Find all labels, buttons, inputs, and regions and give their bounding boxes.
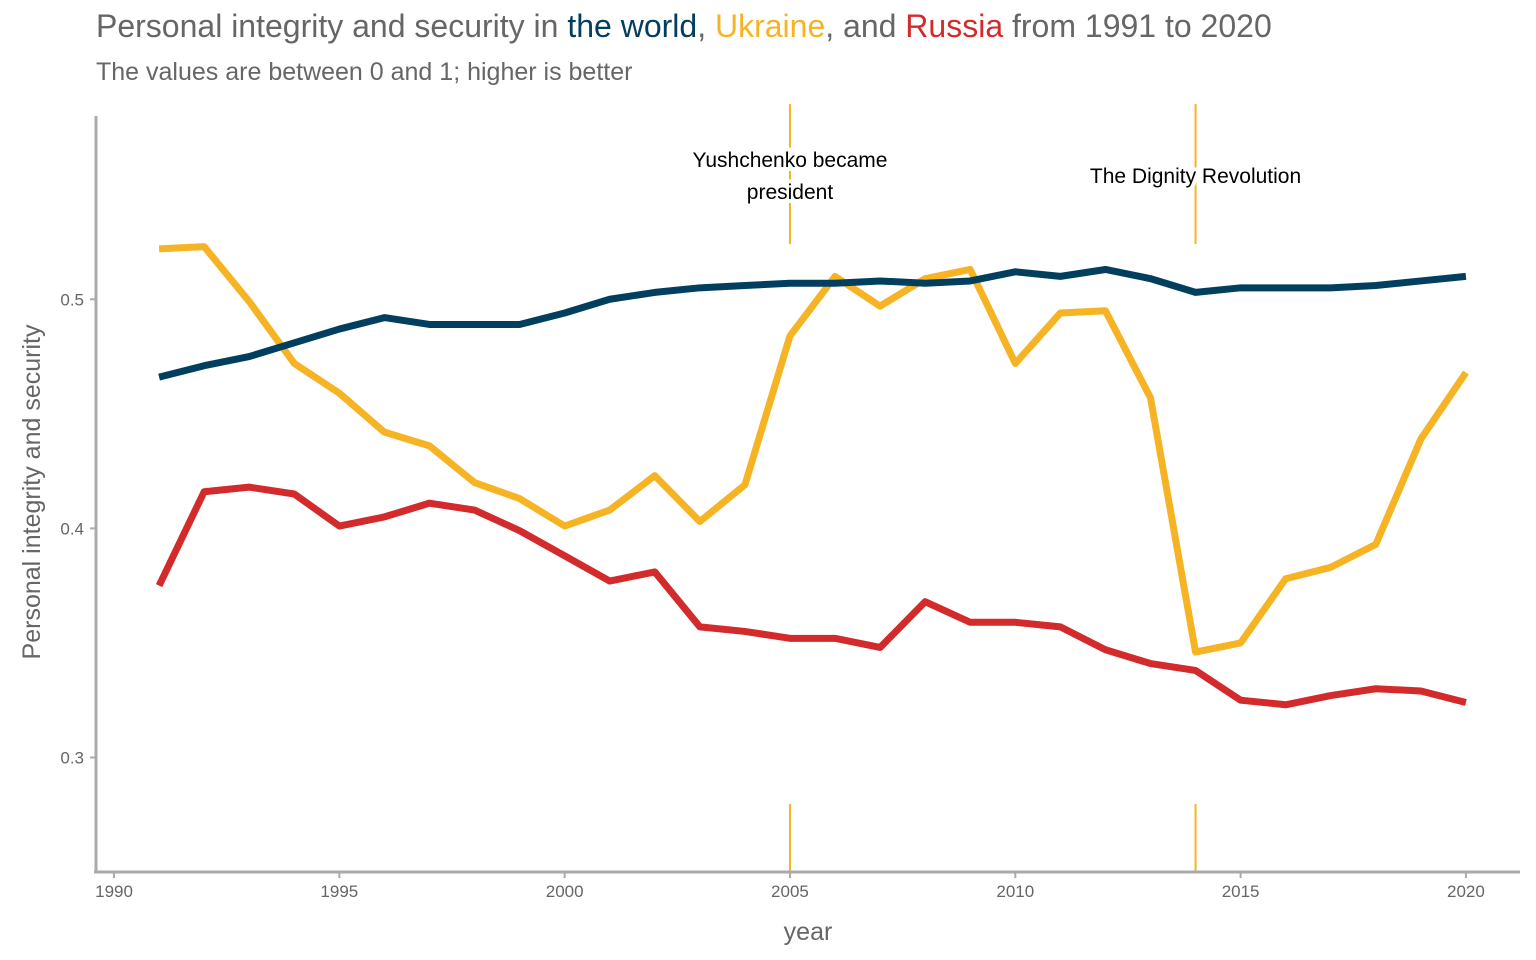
series-line-russia xyxy=(155,483,1467,709)
x-tick-label: 2005 xyxy=(771,882,809,901)
title-world: the world xyxy=(567,8,698,44)
x-axis-title: year xyxy=(784,918,833,946)
x-tick-label: 1995 xyxy=(320,882,358,901)
series-line-the-world xyxy=(158,265,1467,381)
title-prefix: Personal integrity and security in xyxy=(96,8,568,44)
annotation-label: The Dignity Revolution xyxy=(1090,165,1301,188)
series-line-ukraine xyxy=(158,243,1469,656)
y-tick-label: 0.4 xyxy=(60,519,84,538)
title-ukraine: Ukraine xyxy=(714,8,826,44)
x-tick-label: 2020 xyxy=(1447,882,1485,901)
x-tick-label: 2010 xyxy=(996,882,1034,901)
annotation-label: Yushchenko became xyxy=(692,149,887,172)
title-suffix: from 1991 to 2020 xyxy=(1003,8,1272,44)
x-tick-label: 2000 xyxy=(546,882,584,901)
x-tick-label: 2015 xyxy=(1222,882,1260,901)
y-tick-label: 0.3 xyxy=(60,748,84,767)
chart-title: Personal integrity and security in the w… xyxy=(96,8,1272,45)
title-sep2: , and xyxy=(825,8,906,44)
title-sep1: , xyxy=(697,8,715,44)
x-tick-label: 1990 xyxy=(95,882,133,901)
y-tick-label: 0.5 xyxy=(60,290,84,309)
x-axis-ticks: 1990 1995 2000 2005 2010 2015 2020 xyxy=(95,872,1485,901)
series-lines xyxy=(155,243,1469,709)
annotations: Yushchenko became president The Dignity Re… xyxy=(688,104,1305,872)
chart-subtitle: The values are between 0 and 1; higher i… xyxy=(96,58,633,86)
y-axis-ticks: 0.3 0.4 0.5 xyxy=(60,290,96,767)
annotation-label: president xyxy=(747,181,834,204)
title-russia: Russia xyxy=(905,8,1004,44)
y-axis-title: Personal integrity and security xyxy=(18,324,46,659)
